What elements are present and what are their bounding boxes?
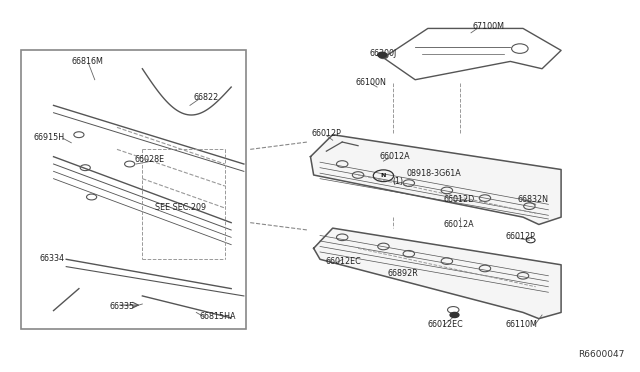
- Text: 66915H: 66915H: [33, 133, 65, 142]
- Text: 66012P: 66012P: [312, 129, 342, 138]
- Text: SEE SEC.209: SEE SEC.209: [155, 203, 206, 212]
- Text: 66892R: 66892R: [387, 269, 418, 279]
- Text: 08918-3G61A: 08918-3G61A: [407, 169, 461, 178]
- Circle shape: [378, 52, 387, 57]
- Text: 66012A: 66012A: [443, 219, 474, 229]
- Text: 66822: 66822: [193, 93, 218, 102]
- Text: 66832N: 66832N: [518, 195, 549, 204]
- Text: 66012EC: 66012EC: [325, 257, 361, 266]
- Text: (1): (1): [392, 177, 403, 186]
- Polygon shape: [310, 135, 561, 224]
- Text: 66815HA: 66815HA: [200, 312, 236, 321]
- Polygon shape: [314, 228, 561, 319]
- Text: 66100N: 66100N: [356, 78, 387, 87]
- Circle shape: [450, 312, 459, 318]
- Text: N: N: [381, 173, 386, 178]
- Text: 66012D: 66012D: [443, 195, 474, 204]
- Text: 66012P: 66012P: [506, 232, 536, 241]
- FancyBboxPatch shape: [20, 51, 246, 329]
- Text: R6600047: R6600047: [578, 350, 625, 359]
- Text: 66110M: 66110M: [506, 320, 538, 329]
- Text: 66012A: 66012A: [380, 152, 410, 161]
- Text: 66335: 66335: [109, 302, 134, 311]
- Text: 66028E: 66028E: [135, 155, 165, 164]
- Circle shape: [379, 53, 388, 58]
- Text: 66334: 66334: [40, 254, 65, 263]
- Text: 66816M: 66816M: [71, 57, 103, 66]
- Text: 66012EC: 66012EC: [428, 320, 463, 329]
- Text: 67100M: 67100M: [472, 22, 504, 31]
- Text: 66300J: 66300J: [369, 49, 397, 58]
